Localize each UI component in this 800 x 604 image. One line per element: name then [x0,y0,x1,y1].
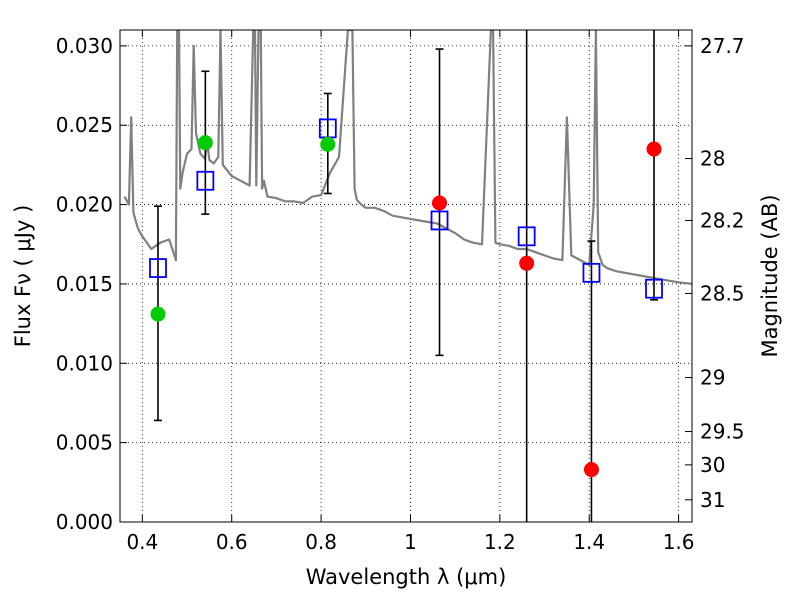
data-point-marker [320,136,336,152]
x-tick-label: 0.8 [305,530,337,554]
spectrum-line [123,30,692,285]
y2-tick-label: 28 [700,147,725,171]
y-tick-label: 0.025 [56,113,113,137]
y-tick-label: 0.010 [56,351,113,375]
y-tick-label: 0.000 [56,510,113,534]
model-square-marker [149,258,167,278]
data-point-marker [646,141,662,157]
data-point-marker [197,135,213,151]
y2-tick-label: 28.2 [700,208,745,232]
x-axis-label: Wavelength λ (μm) [306,565,507,589]
x-tick-label: 1.4 [573,530,605,554]
x-tick-label: 1 [404,530,417,554]
x-tick-label: 0.6 [216,530,248,554]
x-tick-label: 1.6 [663,530,695,554]
axes: 0.4 0.6 0.8 1 1.2 1.4 1.6 0.000 0.005 0.010 0.015 0… [56,30,745,554]
y2-tick-label: 30 [700,453,725,477]
y2-tick-label: 27.7 [700,34,745,58]
plot-area [123,30,692,522]
y2-tick-label: 31 [700,488,725,512]
x-tick-label: 0.4 [126,530,158,554]
model-square-marker [196,170,215,191]
y2-tick-label: 29 [700,366,725,390]
y-tick-label: 0.015 [56,272,113,296]
model-square-marker [430,210,449,231]
y-tick-label: 0.020 [56,193,113,217]
y-tick-label: 0.030 [56,34,113,58]
data-point-marker [432,195,448,211]
model-square-marker [645,278,663,299]
y2-axis-label: Magnitude (AB) [758,194,782,357]
y-tick-label: 0.005 [56,431,113,455]
y-axis-label: Flux Fν ( μJy ) [11,205,35,348]
x-tick-label: 1.2 [484,530,516,554]
data-point-marker [583,462,599,478]
model-square-marker [582,262,601,283]
data-point-marker [150,306,166,322]
model-square-marker [517,226,536,247]
y2-tick-label: 28.5 [700,281,745,305]
data-point-marker [519,255,535,271]
y2-tick-label: 29.5 [700,420,745,444]
plot-frame [119,29,693,523]
